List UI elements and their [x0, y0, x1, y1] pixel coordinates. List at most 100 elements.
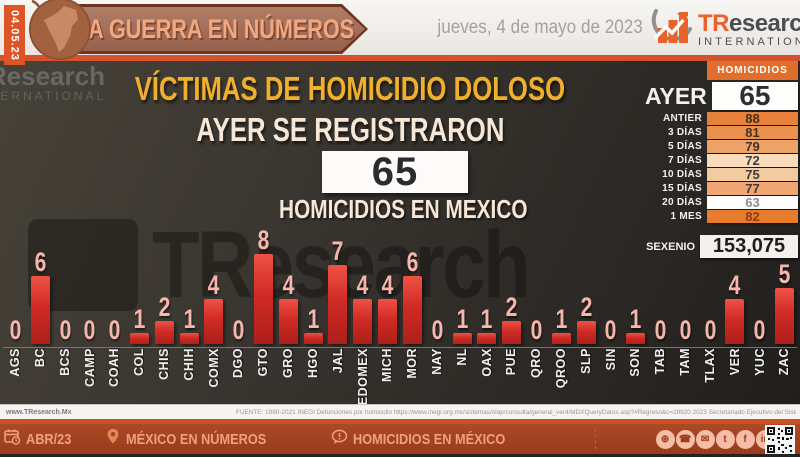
stats-row-value: 79	[707, 140, 798, 153]
stats-row-value: 77	[707, 182, 798, 195]
bar-value-label: 6	[406, 247, 419, 278]
bar	[303, 332, 323, 344]
bar-value-label: 0	[679, 315, 692, 346]
header-date: jueves, 4 de mayo de 2023	[420, 17, 660, 39]
stats-row-label: 10 DÍAS	[662, 169, 702, 180]
bar-value-label: 0	[108, 315, 121, 346]
bar-column-SLP: 2 SLP	[574, 221, 599, 403]
bar-column-EDOMEX: 4 EDOMEX	[350, 221, 375, 404]
bar-category-label: BCS	[57, 348, 72, 376]
bar-category-label: PUE	[504, 348, 519, 376]
bar	[402, 276, 422, 344]
bar	[129, 332, 149, 344]
bar-column-MICH: 4 MICH	[375, 221, 400, 403]
bar-category-label: COL	[132, 348, 147, 376]
bar-value-label: 1	[307, 303, 320, 334]
stats-rows: AYER 65 ANTIER 88 3 DÍAS 81 5 DÍAS 79 7 DÍAS 72 10…	[645, 82, 798, 223]
bar-column-TAB: 0 TAB	[648, 221, 673, 403]
bar-value-label: 4	[381, 269, 394, 300]
header-date-text: jueves, 4 de mayo de 2023	[437, 17, 643, 38]
stats-row-value: 63	[707, 196, 798, 209]
bar	[725, 298, 745, 344]
bar-value-label: 8	[257, 224, 270, 255]
bar-category-label: CHIS	[157, 348, 172, 380]
bar-category-label: GTO	[256, 348, 271, 377]
banner-text: LA GUERRA EN NÚMEROS	[74, 13, 354, 44]
bar-category-label: QRO	[529, 348, 544, 378]
big-number-box: 65	[322, 151, 468, 193]
bar-column-AGS: 0 AGS	[3, 221, 28, 403]
bar-column-VER: 4 VER	[723, 221, 748, 403]
bar-value-label: 4	[208, 269, 220, 300]
footer-separator	[594, 429, 596, 449]
sexenio-label: SEXENIO	[646, 240, 695, 253]
bar-value-label: 1	[480, 303, 493, 334]
twitter-icon: t	[715, 429, 735, 449]
stats-row-15 DÍAS: 15 DÍAS 77	[645, 182, 798, 195]
main-title: VÍCTIMAS DE HOMICIDIO DOLOSO	[134, 70, 566, 107]
bar-value-label: 0	[232, 315, 245, 346]
main-panel: TResearch INTERNATIONAL TResearch VÍCTIM…	[0, 61, 800, 404]
bar	[551, 332, 571, 344]
bar-category-label: SIN	[603, 348, 618, 371]
stats-row-label: 1 MES	[670, 211, 702, 222]
footer-nav-homicidios: HOMICIDIOS EN MÉXICO	[331, 429, 532, 450]
stats-table-header: HOMICIDIOS	[707, 61, 798, 80]
bar-value-label: 0	[431, 315, 444, 346]
header-divider	[0, 55, 800, 61]
bar-column-JAL: 7 JAL	[326, 221, 351, 403]
source-strip: www.TResearch.Mx FUENTE: 1990-2021 INEGI…	[0, 404, 800, 419]
stats-row-label: 20 DÍAS	[662, 197, 702, 208]
bar	[278, 298, 298, 344]
bar-category-label: MOR	[405, 348, 420, 379]
tresearch-logo-icon	[646, 7, 694, 54]
stats-row-label: AYER	[645, 82, 707, 109]
bar-column-YUC: 0 YUC	[747, 221, 772, 403]
footer-nav-homicidios-label: HOMICIDIOS EN MÉXICO	[353, 430, 506, 448]
bar	[328, 264, 348, 344]
bar-value-label: 6	[34, 247, 47, 278]
bar-category-label: DGO	[231, 348, 246, 378]
stats-row-3 DÍAS: 3 DÍAS 81	[645, 126, 798, 139]
bar-category-label: NL	[454, 348, 469, 366]
date-badge: 04.05.23	[4, 5, 25, 65]
bar-value-label: 1	[456, 303, 468, 334]
bar-category-label: EDOMEX	[355, 348, 370, 404]
speech-bubble-icon	[331, 429, 348, 450]
title-banner: LA GUERRA EN NÚMEROS	[60, 4, 368, 54]
bar-column-GRO: 4 GRO	[276, 221, 301, 403]
stats-row-20 DÍAS: 20 DÍAS 63	[645, 196, 798, 209]
main-caption: HOMICIDIOS EN MEXICO	[279, 194, 528, 224]
stats-row-label: ANTIER	[662, 113, 702, 124]
bar-value-label: 0	[704, 315, 717, 346]
bar-column-COMX: 4 COMX	[202, 221, 227, 403]
bar-value-label: 7	[332, 235, 344, 266]
map-pin-icon	[105, 428, 121, 450]
bar-column-CHIH: 1 CHIH	[177, 221, 202, 403]
bomb-mexico-logo-icon	[26, 0, 92, 67]
main-subtitle: AYER SE REGISTRARON	[195, 111, 504, 148]
bar-category-label: TAB	[653, 348, 668, 375]
bar-column-MOR: 6 MOR	[400, 221, 425, 403]
bar	[452, 332, 472, 344]
bar-value-label: 0	[530, 315, 543, 346]
bar-column-OAX: 1 OAX	[474, 221, 499, 403]
stats-row-AYER: AYER 65	[645, 82, 798, 110]
bar-value-label: 1	[629, 303, 642, 334]
email-icon: ✉	[695, 429, 715, 449]
bar-category-label: CHIH	[181, 348, 196, 381]
stats-row-5 DÍAS: 5 DÍAS 79	[645, 140, 798, 153]
stats-row-label: 15 DÍAS	[662, 183, 702, 194]
stats-row-label: 3 DÍAS	[667, 127, 702, 138]
bar	[154, 321, 174, 344]
bar-value-label: 2	[580, 292, 592, 323]
bar-column-QRO: 0 QRO	[524, 221, 549, 403]
bar-value-label: 0	[753, 315, 766, 346]
bar-column-BCS: 0 BCS	[53, 221, 78, 403]
bar-category-label: HGO	[305, 348, 320, 378]
bar-category-label: VER	[727, 348, 742, 376]
bar-chart: 0 AGS 6 BC 0 BCS 0 CAMP 0 COAH 1 COL 2 CHIS 1 CHIH 4 COMX…	[3, 221, 797, 404]
bar-column-DGO: 0 DGO	[226, 221, 251, 403]
footer-bar: ABR/23 MÉXICO EN NÚMEROS HOMICIDIOS	[0, 424, 800, 454]
